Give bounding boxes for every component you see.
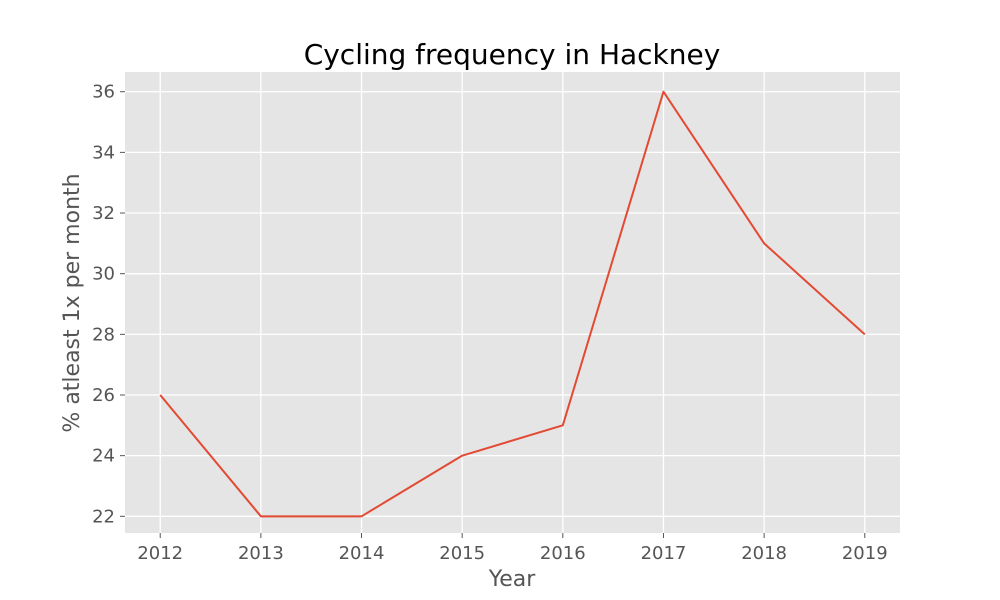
chart-title: Cycling frequency in Hackney: [304, 38, 721, 71]
x-tick-label: 2013: [238, 543, 284, 564]
y-tick-label: 36: [92, 82, 115, 103]
x-tick-label: 2017: [641, 543, 687, 564]
x-tick-label: 2016: [540, 543, 586, 564]
y-tick-label: 34: [92, 142, 115, 163]
series-line: [159, 90, 866, 518]
x-axis: 2012 2013 2014 2015 2016 2017 2018 2019: [137, 533, 888, 564]
x-tick-label: 2019: [842, 543, 888, 564]
grid: [125, 72, 900, 533]
y-tick-label: 28: [92, 324, 115, 345]
y-tick-label: 24: [92, 446, 115, 467]
y-axis: 22 24 26 28 30 32 34 36: [92, 82, 125, 527]
series-layer: [159, 90, 866, 518]
plot-area: [125, 72, 900, 533]
y-tick-label: 26: [92, 385, 115, 406]
x-tick-label: 2014: [339, 543, 385, 564]
x-tick-label: 2018: [741, 543, 787, 564]
y-axis-label: % atleast 1x per month: [60, 173, 85, 432]
y-tick-label: 30: [92, 264, 115, 285]
x-axis-label: Year: [488, 567, 537, 592]
y-tick-label: 32: [92, 203, 115, 224]
x-tick-label: 2012: [137, 543, 183, 564]
y-tick-label: 22: [92, 506, 115, 527]
x-tick-label: 2015: [439, 543, 485, 564]
